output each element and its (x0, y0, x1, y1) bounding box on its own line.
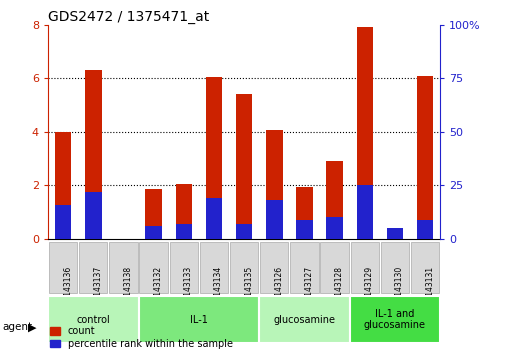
Text: IL-1 and
glucosamine: IL-1 and glucosamine (363, 309, 425, 330)
Text: glucosamine: glucosamine (273, 315, 335, 325)
FancyBboxPatch shape (229, 242, 258, 293)
Bar (295, 219, 312, 239)
Bar (326, 217, 342, 239)
Text: GSM143136: GSM143136 (63, 266, 72, 313)
Bar (55, 205, 71, 239)
FancyBboxPatch shape (349, 296, 439, 343)
Bar (175, 224, 192, 239)
Bar (266, 200, 282, 239)
FancyBboxPatch shape (48, 296, 138, 343)
FancyBboxPatch shape (260, 242, 288, 293)
Text: GDS2472 / 1375471_at: GDS2472 / 1375471_at (48, 10, 209, 24)
Text: GSM143129: GSM143129 (364, 266, 373, 312)
FancyBboxPatch shape (79, 242, 107, 293)
Bar (85, 192, 102, 239)
Bar (356, 28, 372, 239)
FancyBboxPatch shape (320, 242, 348, 293)
FancyBboxPatch shape (259, 296, 349, 343)
FancyBboxPatch shape (350, 242, 378, 293)
Text: GSM143137: GSM143137 (93, 266, 102, 313)
FancyBboxPatch shape (199, 242, 228, 293)
Bar (416, 76, 433, 239)
Bar (416, 219, 433, 239)
Text: GSM143131: GSM143131 (424, 266, 433, 312)
Text: GSM143133: GSM143133 (183, 266, 192, 313)
Text: agent: agent (3, 322, 33, 332)
Bar (386, 228, 402, 239)
Text: GSM143138: GSM143138 (123, 266, 132, 312)
FancyBboxPatch shape (290, 242, 318, 293)
Bar (295, 187, 312, 239)
Bar (55, 132, 71, 239)
Bar (205, 198, 222, 239)
Text: GSM143128: GSM143128 (334, 266, 343, 312)
Bar (235, 224, 252, 239)
Bar (145, 226, 162, 239)
FancyBboxPatch shape (109, 242, 137, 293)
FancyBboxPatch shape (49, 242, 77, 293)
Text: IL-1: IL-1 (189, 315, 208, 325)
Text: GSM143127: GSM143127 (304, 266, 313, 312)
Bar (235, 94, 252, 239)
Bar (266, 130, 282, 239)
FancyBboxPatch shape (410, 242, 438, 293)
FancyBboxPatch shape (169, 242, 197, 293)
FancyBboxPatch shape (139, 242, 168, 293)
Text: GSM143126: GSM143126 (274, 266, 283, 312)
Bar (145, 189, 162, 239)
Text: GSM143132: GSM143132 (154, 266, 162, 312)
Bar (175, 184, 192, 239)
FancyBboxPatch shape (380, 242, 409, 293)
Bar (205, 77, 222, 239)
Bar (386, 232, 402, 239)
Text: control: control (76, 315, 110, 325)
Legend: count, percentile rank within the sample: count, percentile rank within the sample (50, 326, 232, 349)
Text: GSM143135: GSM143135 (244, 266, 252, 313)
Bar (85, 70, 102, 239)
Text: ▶: ▶ (28, 322, 36, 332)
Text: GSM143130: GSM143130 (394, 266, 403, 313)
Bar (326, 161, 342, 239)
Text: GSM143134: GSM143134 (214, 266, 223, 313)
Bar (356, 185, 372, 239)
FancyBboxPatch shape (138, 296, 259, 343)
